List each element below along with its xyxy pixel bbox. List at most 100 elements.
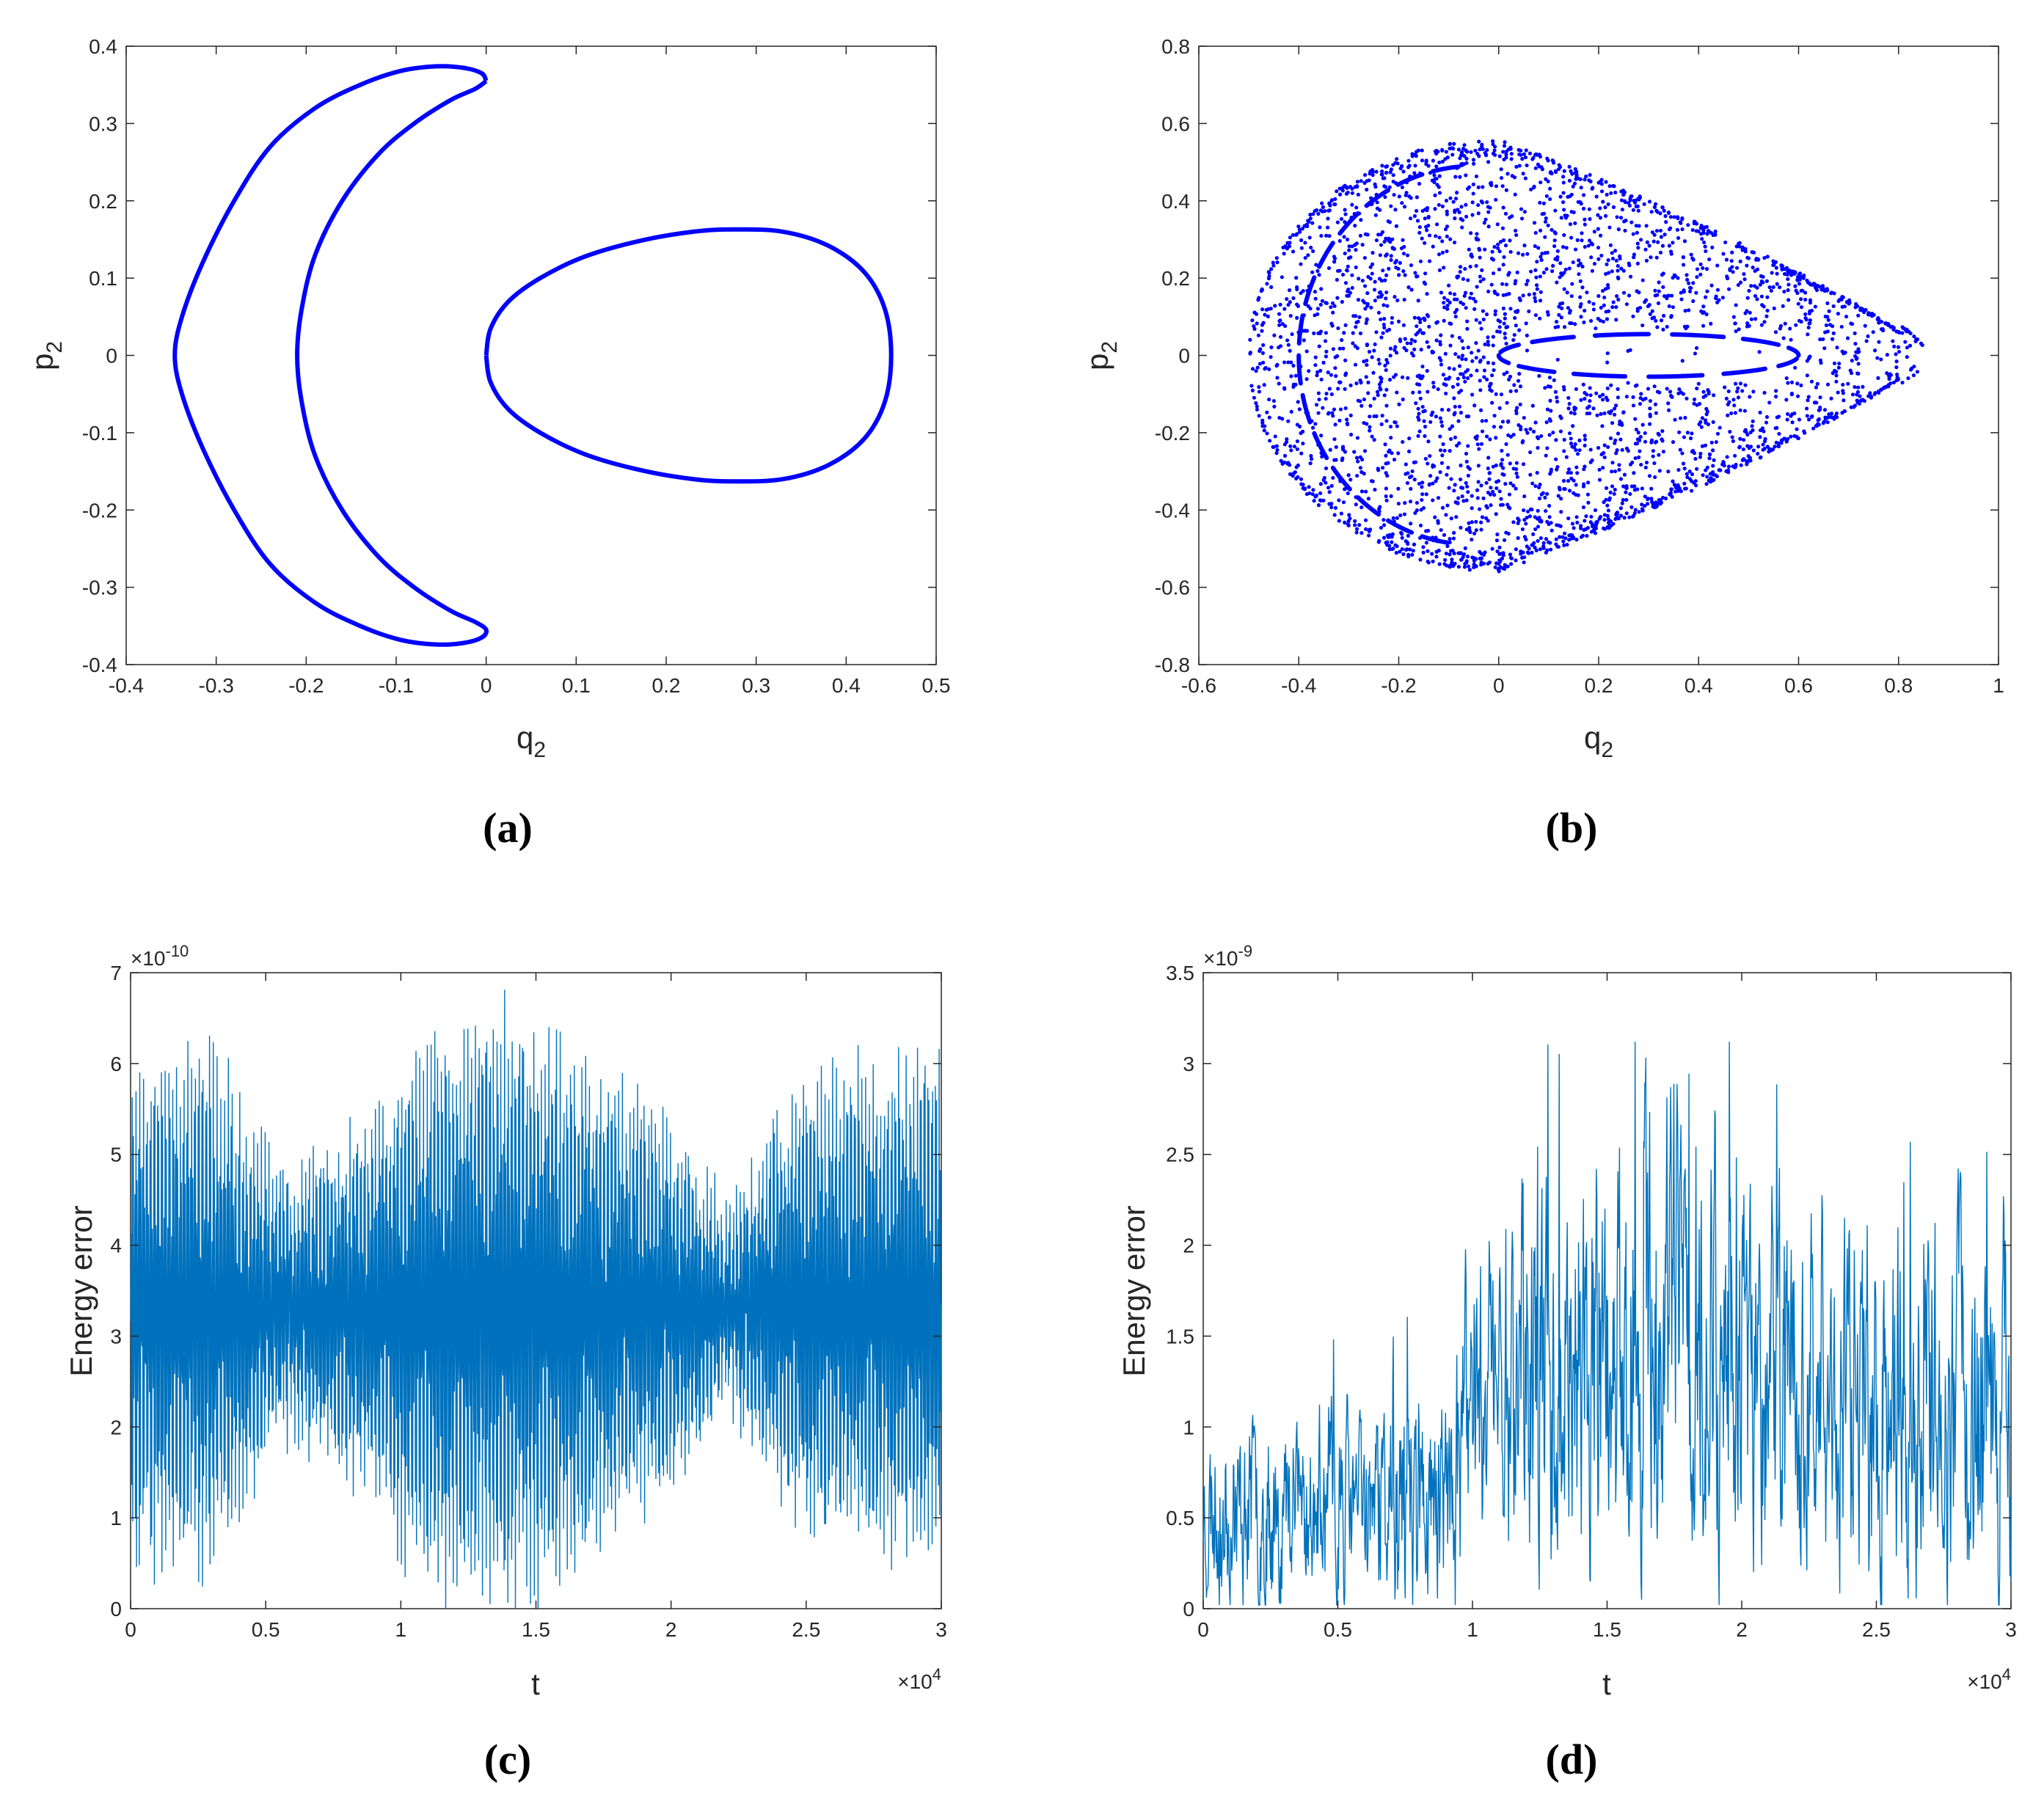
poincare-point xyxy=(1333,197,1337,201)
poincare-point xyxy=(1527,546,1531,551)
poincare-point xyxy=(1443,377,1448,381)
poincare-point xyxy=(1507,216,1512,220)
poincare-point xyxy=(1638,438,1642,442)
poincare-point xyxy=(1869,394,1874,399)
poincare-point xyxy=(1428,420,1433,424)
poincare-point xyxy=(1400,546,1404,552)
poincare-point xyxy=(1861,398,1865,402)
poincare-point xyxy=(1781,304,1785,308)
poincare-point xyxy=(1714,439,1718,445)
poincare-point xyxy=(1445,503,1450,508)
poincare-point xyxy=(1455,307,1459,312)
poincare-point xyxy=(1401,169,1406,174)
poincare-point xyxy=(1522,415,1526,420)
poincare-point xyxy=(1640,423,1645,427)
poincare-point xyxy=(1581,484,1586,489)
poincare-point xyxy=(1573,171,1577,175)
poincare-point xyxy=(1397,402,1401,406)
poincare-point xyxy=(1558,535,1562,539)
poincare-point xyxy=(1792,434,1797,438)
poincare-point xyxy=(1655,210,1660,214)
poincare-point xyxy=(1553,257,1558,261)
poincare-point xyxy=(1603,213,1608,218)
poincare-point xyxy=(1460,357,1464,361)
poincare-point xyxy=(1604,271,1608,277)
poincare-point xyxy=(1795,394,1800,398)
poincare-point xyxy=(1607,184,1612,189)
poincare-point xyxy=(1605,398,1610,403)
poincare-point xyxy=(1527,292,1531,297)
poincare-point xyxy=(1643,298,1649,302)
poincare-point xyxy=(1779,263,1784,268)
poincare-point xyxy=(1818,358,1823,362)
poincare-point xyxy=(1698,262,1703,266)
poincare-point xyxy=(1460,151,1464,156)
poincare-point xyxy=(1497,267,1502,271)
poincare-point xyxy=(1640,502,1644,507)
poincare-point xyxy=(1295,287,1299,292)
poincare-point xyxy=(1723,240,1728,245)
poincare-point xyxy=(1567,431,1572,436)
poincare-point xyxy=(1343,387,1347,391)
poincare-point xyxy=(1355,473,1359,478)
poincare-point xyxy=(1491,139,1495,143)
poincare-point xyxy=(1565,542,1569,547)
poincare-point xyxy=(1767,285,1772,290)
poincare-point xyxy=(1519,216,1525,221)
poincare-point xyxy=(1284,439,1289,445)
poincare-point xyxy=(1277,415,1282,420)
poincare-point xyxy=(1434,164,1439,169)
poincare-point xyxy=(1423,271,1428,276)
poincare-point xyxy=(1314,263,1318,267)
poincare-point xyxy=(1537,496,1542,501)
poincare-point xyxy=(1265,410,1269,414)
poincare-point xyxy=(1572,526,1576,530)
poincare-point xyxy=(1563,531,1567,535)
poincare-point xyxy=(1572,536,1576,541)
poincare-point xyxy=(1384,453,1388,458)
energy-error-line xyxy=(1202,1042,2012,1606)
poincare-point xyxy=(1561,535,1565,539)
x-tick-label: -0.2 xyxy=(288,674,324,697)
poincare-point xyxy=(1477,447,1481,451)
poincare-point xyxy=(1666,211,1671,215)
poincare-point xyxy=(1372,288,1377,292)
poincare-point xyxy=(1401,552,1406,557)
poincare-point xyxy=(1375,390,1380,394)
poincare-point xyxy=(1822,408,1828,412)
poincare-point xyxy=(1654,411,1658,415)
poincare-point xyxy=(1343,251,1347,256)
poincare-point xyxy=(1420,236,1424,241)
poincare-point xyxy=(1497,249,1502,254)
poincare-point xyxy=(1767,401,1772,405)
poincare-point xyxy=(1339,216,1344,222)
poincare-point xyxy=(1442,382,1446,387)
poincare-point xyxy=(1808,298,1813,302)
poincare-point xyxy=(1811,282,1816,286)
poincare-point xyxy=(1441,373,1446,377)
poincare-point xyxy=(1416,299,1420,303)
poincare-point xyxy=(1513,315,1517,321)
poincare-point xyxy=(1282,307,1287,311)
poincare-point xyxy=(1762,447,1767,451)
poincare-point xyxy=(1353,224,1357,228)
poincare-point xyxy=(1596,257,1601,261)
poincare-point xyxy=(1628,491,1632,497)
poincare-point xyxy=(1573,221,1577,225)
poincare-point xyxy=(1341,346,1346,351)
poincare-point xyxy=(1549,521,1553,525)
poincare-point xyxy=(1409,522,1413,526)
poincare-point xyxy=(1431,381,1436,385)
poincare-point xyxy=(1432,173,1437,178)
poincare-point xyxy=(1609,191,1613,195)
poincare-point xyxy=(1294,476,1299,480)
poincare-point xyxy=(1597,394,1602,399)
poincare-point xyxy=(1710,472,1715,476)
poincare-point xyxy=(1834,370,1839,374)
poincare-point xyxy=(1682,481,1687,486)
poincare-point xyxy=(1532,186,1536,190)
poincare-point xyxy=(1501,466,1505,470)
poincare-point xyxy=(1692,397,1697,402)
poincare-point xyxy=(1424,162,1428,167)
poincare-point xyxy=(1295,447,1299,451)
